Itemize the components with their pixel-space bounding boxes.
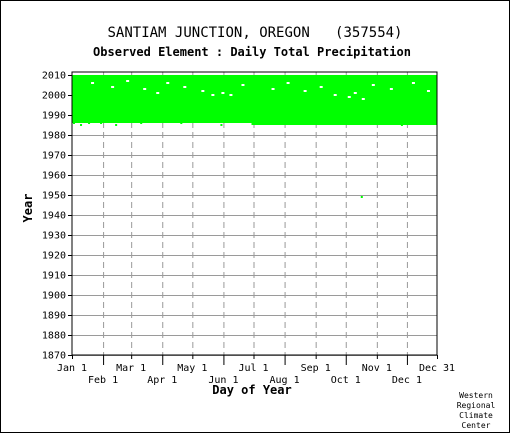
credit-line-2: Regional (457, 401, 496, 410)
x-tick-label: Jun 1 (208, 375, 238, 386)
data-point (180, 122, 183, 124)
x-tick-label: Apr 1 (147, 375, 177, 386)
chart-title: SANTIAM JUNCTION, OREGON (357554) (107, 25, 402, 41)
y-tick-label: 1870 (42, 351, 66, 362)
data-point (88, 122, 91, 124)
x-tick-label: Feb 1 (88, 375, 118, 386)
x-tick-label: Mar 1 (116, 363, 146, 374)
y-tick-label: 1930 (42, 231, 66, 242)
missing-day-gap (166, 82, 170, 84)
missing-day-gap (143, 88, 147, 90)
missing-day-gap (183, 86, 187, 88)
missing-day-gap (389, 88, 393, 90)
data-point (115, 124, 118, 126)
y-tick-label: 1890 (42, 311, 66, 322)
y-tick-label: 1940 (42, 211, 66, 222)
credit-line-4: Center (462, 421, 491, 430)
x-tick-label: May 1 (177, 363, 207, 374)
missing-day-gap (221, 92, 225, 94)
y-tick-label: 1980 (42, 131, 66, 142)
y-tick-label: 1960 (42, 171, 66, 182)
wrcc-credit: Western Regional Climate Center (457, 391, 496, 430)
x-tick-label: Nov 1 (362, 363, 392, 374)
missing-day-gap (201, 90, 205, 92)
missing-day-gap (156, 92, 160, 94)
x-tick-label: Sep 1 (301, 363, 331, 374)
missing-day-gap (111, 86, 115, 88)
x-tick-label: Oct 1 (331, 375, 361, 386)
data-block (251, 123, 437, 125)
missing-day-gap (229, 94, 233, 96)
x-tick-label: Aug 1 (270, 375, 300, 386)
data-point (73, 122, 76, 124)
missing-day-gap (411, 82, 415, 84)
y-tick-label: 1990 (42, 111, 66, 122)
missing-day-gap (286, 82, 290, 84)
y-tick-label: 2010 (42, 71, 66, 82)
missing-day-gap (361, 98, 365, 100)
plot-area-border (71, 71, 438, 356)
missing-day-gap (126, 80, 130, 82)
x-tick-label: Dec 31 (419, 363, 455, 374)
data-point (400, 124, 403, 126)
y-tick-label: 1970 (42, 151, 66, 162)
data-point (220, 124, 223, 126)
x-axis-label: Day of Year (212, 383, 291, 397)
y-tick-label: 1910 (42, 271, 66, 282)
missing-day-gap (353, 92, 357, 94)
y-tick-label: 1920 (42, 251, 66, 262)
missing-day-gap (303, 90, 307, 92)
missing-day-gap (241, 84, 245, 86)
data-point (408, 122, 411, 124)
missing-day-gap (426, 90, 430, 92)
data-block (72, 75, 437, 123)
data-point (100, 122, 103, 124)
x-tick-label: Dec 1 (392, 375, 422, 386)
data-marks (72, 75, 437, 198)
x-tick-label: Jul 1 (238, 363, 268, 374)
x-tick-label: Jan 1 (57, 363, 87, 374)
y-tick-label: 1900 (42, 291, 66, 302)
missing-day-gap (271, 88, 275, 90)
missing-day-gap (91, 82, 95, 84)
data-point (140, 122, 143, 124)
y-tick-label: 2000 (42, 91, 66, 102)
y-tick-label: 1950 (42, 191, 66, 202)
data-point (360, 196, 363, 198)
y-axis-ticks: 1870 1880 1890 1900 1910 1920 1930 1940 1950 1960… (42, 71, 72, 362)
missing-day-gap (211, 94, 215, 96)
missing-day-gap (371, 84, 375, 86)
credit-line-1: Western (459, 391, 493, 400)
chart-subtitle: Observed Element : Daily Total Precipita… (93, 45, 411, 59)
data-point (80, 124, 83, 126)
missing-day-gap (319, 86, 323, 88)
credit-line-3: Climate (459, 411, 493, 420)
data-point (76, 120, 79, 122)
missing-day-gap (347, 96, 351, 98)
missing-day-gap (333, 94, 337, 96)
y-tick-label: 1880 (42, 331, 66, 342)
y-axis-label: Year (21, 194, 35, 223)
